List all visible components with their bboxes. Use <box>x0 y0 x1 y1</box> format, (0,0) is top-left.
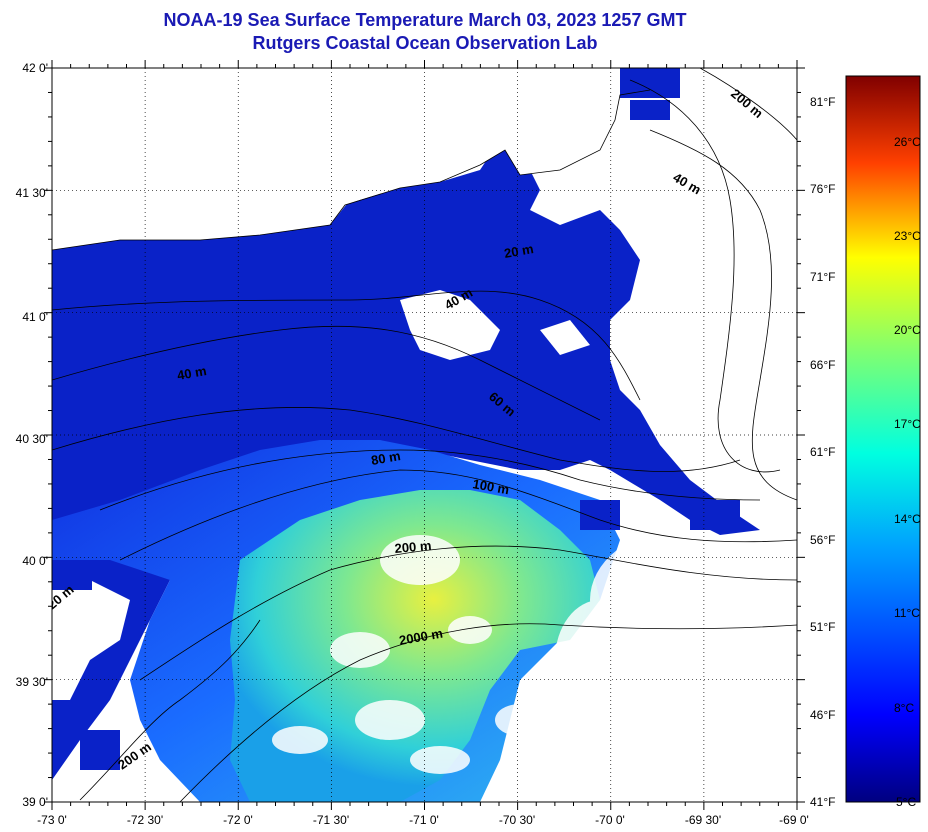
lat-label: 39 30' <box>16 675 48 689</box>
fahrenheit-label: 46°F <box>810 708 835 722</box>
celsius-label: 5°C <box>896 795 916 809</box>
celsius-labels: 26°C 23°C 20°C 17°C 14°C 11°C 8°C 5°C <box>894 135 921 809</box>
contours <box>52 68 797 802</box>
fahrenheit-label: 61°F <box>810 445 835 459</box>
map-subtitle: Rutgers Coastal Ocean Observation Lab <box>252 33 598 53</box>
contour-label: 100 m <box>471 476 510 497</box>
gridlines <box>52 68 797 802</box>
longitude-labels: -73 0' -72 30' -72 0' -71 30' -71 0' -70… <box>37 813 809 827</box>
fahrenheit-label: 56°F <box>810 533 835 547</box>
warm-water <box>230 490 600 802</box>
lat-label: 42 0' <box>22 61 48 75</box>
lon-label: -69 0' <box>779 813 809 827</box>
contour-label: 40 m <box>176 363 208 383</box>
lat-label: 39 0' <box>22 795 48 809</box>
celsius-label: 20°C <box>894 323 921 337</box>
land-mask <box>52 68 797 700</box>
lon-label: -71 0' <box>409 813 439 827</box>
fahrenheit-label: 71°F <box>810 270 835 284</box>
lon-label: -69 30' <box>685 813 721 827</box>
lat-label: 40 0' <box>22 554 48 568</box>
lat-label: 40 30' <box>16 432 48 446</box>
fahrenheit-label: 76°F <box>810 182 835 196</box>
celsius-label: 11°C <box>894 606 920 620</box>
colorbar-gradient <box>845 75 921 803</box>
lon-label: -72 30' <box>127 813 163 827</box>
contour-label: 80 m <box>370 448 402 468</box>
celsius-label: 14°C <box>894 512 921 526</box>
map-title: NOAA-19 Sea Surface Temperature March 03… <box>163 10 687 30</box>
contour-label: 200 m <box>394 538 432 556</box>
celsius-label: 23°C <box>894 229 921 243</box>
shelf-water <box>52 140 760 780</box>
lon-label: -70 30' <box>499 813 535 827</box>
cloud-mask <box>272 530 780 800</box>
lon-label: -71 30' <box>313 813 349 827</box>
celsius-label: 8°C <box>894 701 914 715</box>
fahrenheit-label: 81°F <box>810 95 835 109</box>
lat-label: 41 30' <box>16 186 48 200</box>
latitude-labels: 42 0' 41 30' 41 0' 40 30' 40 0' 39 30' 3… <box>16 61 48 809</box>
lon-label: -72 0' <box>223 813 253 827</box>
fahrenheit-label: 51°F <box>810 620 835 634</box>
lon-label: -70 0' <box>595 813 625 827</box>
fahrenheit-labels: 81°F 76°F 71°F 66°F 61°F 56°F 51°F 46°F … <box>810 95 835 809</box>
axis-ticks <box>44 60 805 810</box>
fahrenheit-label: 66°F <box>810 358 835 372</box>
lon-label: -73 0' <box>37 813 67 827</box>
celsius-label: 26°C <box>894 135 921 149</box>
lat-label: 41 0' <box>22 310 48 324</box>
celsius-label: 17°C <box>894 417 921 431</box>
fahrenheit-label: 41°F <box>810 795 835 809</box>
contour-label: 20 m <box>503 241 535 261</box>
